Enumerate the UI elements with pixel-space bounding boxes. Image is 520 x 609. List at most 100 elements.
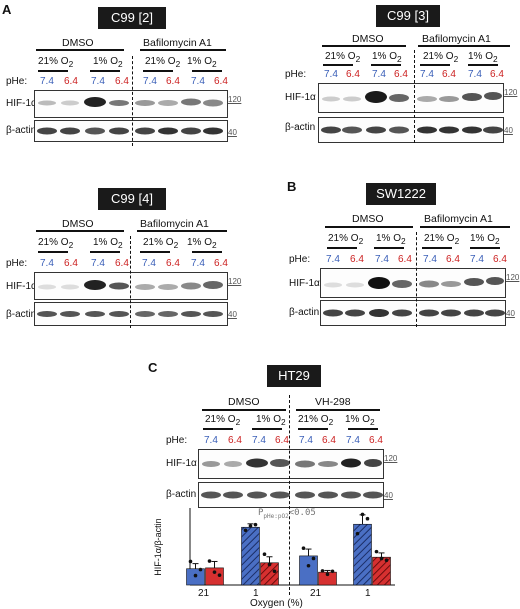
o21-bar — [203, 428, 233, 430]
hif-bands — [202, 458, 382, 468]
o21-bar — [38, 251, 68, 253]
divider-dashed — [416, 232, 417, 327]
bafilomycin-bar — [137, 230, 227, 232]
actin-bands — [201, 491, 383, 499]
data-point — [360, 512, 365, 517]
data-point — [330, 569, 335, 574]
o21-label: 21% O2 — [143, 237, 179, 250]
cell-line-title: C99 [2] — [98, 7, 166, 29]
divider-dashed — [130, 236, 131, 328]
ph-value: 7.4 — [142, 258, 156, 269]
data-point — [355, 531, 360, 536]
x-tick-label: 1 — [365, 588, 371, 599]
dmso-bar — [36, 230, 124, 232]
ph-value: 7.4 — [375, 254, 389, 265]
ph-value: 7.4 — [40, 76, 54, 87]
hif-label: HIF-1α — [6, 281, 37, 292]
ph-value: 6.4 — [394, 69, 408, 80]
ph-value: 6.4 — [490, 69, 504, 80]
bafilomycin-label: Bafilomycin A1 — [143, 37, 212, 49]
o21-bar — [143, 70, 173, 72]
bafilomycin-bar — [418, 45, 510, 47]
mw-marker: 120 — [504, 88, 518, 97]
bafilomycin-label: Bafilomycin A1 — [424, 213, 493, 225]
actin-blot-strip — [198, 482, 384, 508]
data-point — [243, 528, 248, 533]
ph-value: 6.4 — [228, 435, 242, 446]
hif-label: HIF-1α — [289, 278, 320, 289]
hif-label: HIF-1α — [285, 92, 316, 103]
actin-bands — [321, 126, 503, 134]
hif-bands — [322, 91, 502, 103]
divider-dashed — [289, 395, 290, 595]
p-value-annotation: PpHe:pO2<0.05 — [258, 508, 316, 520]
hif-bands — [38, 97, 223, 107]
dmso-bar — [325, 226, 413, 228]
data-point — [325, 572, 330, 577]
ph-value: 7.4 — [91, 258, 105, 269]
o1-bar — [374, 247, 404, 249]
ph-value: 7.4 — [191, 76, 205, 87]
ph-value: 6.4 — [322, 435, 336, 446]
data-point — [384, 558, 389, 562]
o1-bar — [252, 428, 282, 430]
ph-value: 7.4 — [420, 69, 434, 80]
hif-bands — [38, 280, 223, 290]
ph-value: 6.4 — [493, 254, 507, 265]
bafilomycin-label: Bafilomycin A1 — [422, 33, 491, 45]
o1-bar — [348, 428, 378, 430]
data-point — [320, 569, 325, 573]
panel-label-a: A — [2, 2, 12, 17]
ph-value: 6.4 — [64, 76, 78, 87]
phe-label: pHe: — [285, 69, 307, 80]
actin-bands — [323, 309, 505, 317]
actin-label: β-actin — [6, 309, 37, 320]
o21-label: 21% O2 — [205, 414, 241, 427]
data-point — [365, 516, 370, 521]
actin-label: β-actin — [289, 307, 320, 318]
o21-label: 21% O2 — [145, 56, 181, 69]
data-point — [306, 563, 311, 568]
actin-label: β-actin — [166, 489, 197, 500]
mw-marker: 40 — [228, 310, 237, 319]
ph-value: 7.4 — [40, 258, 54, 269]
o1-bar — [470, 247, 500, 249]
dmso-bar — [202, 409, 286, 411]
data-point — [267, 562, 272, 567]
data-point — [379, 556, 384, 561]
divider-dashed — [132, 56, 133, 146]
ph-value: 6.4 — [214, 76, 228, 87]
o1-label: 1% O2 — [187, 56, 217, 69]
phe-label: pHe: — [166, 435, 188, 446]
cell-line-title: HT29 — [267, 365, 321, 387]
vh298-bar — [296, 409, 380, 411]
actin-bands — [37, 311, 223, 317]
ph-value: 7.4 — [191, 258, 205, 269]
o21-bar — [140, 251, 170, 253]
mw-marker: 40 — [228, 128, 237, 137]
bafilomycin-bar — [420, 226, 510, 228]
data-point — [188, 559, 193, 564]
o21-label: 21% O2 — [298, 414, 334, 427]
o21-bar — [422, 247, 452, 249]
actin-blot-strip — [320, 300, 506, 326]
bar-ph74 — [241, 526, 260, 586]
cell-line-title: C99 [4] — [98, 188, 166, 210]
o1-label: 1% O2 — [470, 233, 500, 246]
data-point — [272, 569, 277, 574]
actin-blot-strip — [318, 117, 504, 143]
actin-blot-strip — [34, 120, 228, 142]
o21-label: 21% O2 — [424, 233, 460, 246]
o1-label: 1% O2 — [372, 51, 402, 64]
ph-value: 7.4 — [91, 76, 105, 87]
o21-bar — [323, 64, 353, 66]
o21-label: 21% O2 — [38, 56, 74, 69]
ph-value: 6.4 — [398, 254, 412, 265]
o21-bar — [420, 64, 450, 66]
phe-label: pHe: — [289, 254, 311, 265]
o21-bar — [298, 428, 328, 430]
data-point — [301, 546, 306, 551]
actin-bands — [37, 127, 223, 135]
dmso-label: DMSO — [62, 218, 94, 230]
